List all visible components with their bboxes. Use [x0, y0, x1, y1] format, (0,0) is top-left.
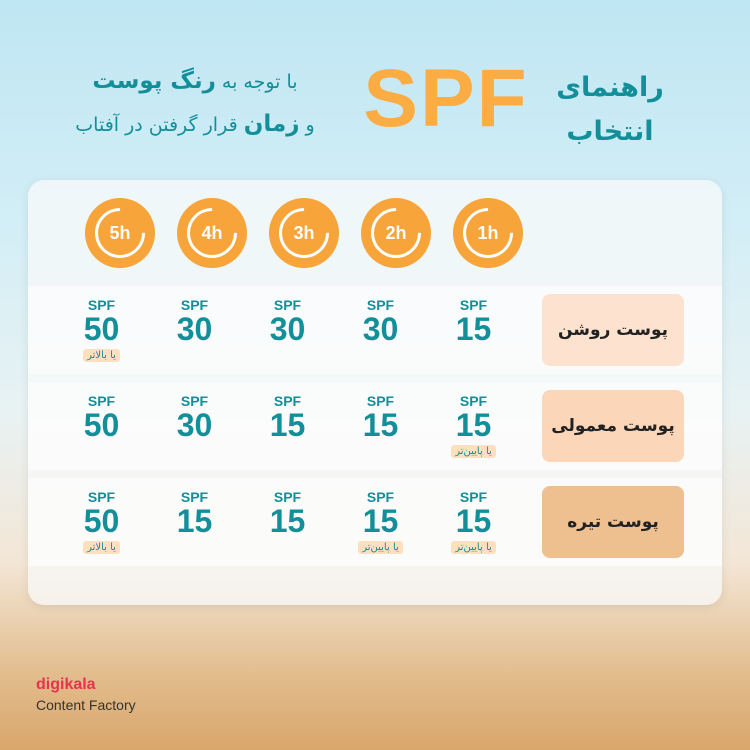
subtitle-text: و [305, 114, 315, 136]
spf-table: 1h 2h 3h 4h 5h پوست روشن SPF 15 SPF 30 SPF 30 SP… [28, 180, 722, 605]
spf-prefix: SPF [273, 297, 302, 313]
spf-value: 15 [362, 503, 399, 539]
hours-row: 1h 2h 3h 4h 5h [28, 198, 722, 268]
skin-type-label: پوست تیره [542, 486, 684, 558]
spf-value: 50 [83, 503, 120, 539]
hour-label: 5h [109, 222, 131, 243]
spf-prefix: SPF [459, 393, 488, 409]
skin-type-label: پوست معمولی [542, 390, 684, 462]
clock-icon: 1h [453, 198, 523, 268]
hour-label: 2h [385, 222, 407, 243]
clock-icon: 5h [85, 198, 155, 268]
spf-prefix: SPF [366, 489, 395, 505]
subtitle-text: قرار گرفتن در آفتاب [75, 114, 238, 136]
spf-cell: SPF 15 [241, 393, 334, 459]
spf-cell: SPF 15 یا پایین‌تر [334, 489, 427, 555]
spf-value: 30 [269, 311, 306, 347]
spf-prefix: SPF [459, 297, 488, 313]
spf-cell: SPF 15 [427, 297, 520, 363]
spf-prefix: SPF [87, 489, 116, 505]
spf-cell: SPF 15 [241, 489, 334, 555]
spf-value: 15 [455, 407, 492, 443]
spf-note: یا بالاتر [83, 349, 120, 362]
spf-heading: SPF [363, 53, 529, 144]
subtitle-bold: زمان [243, 111, 300, 137]
brand-logo: digikala Content Factory [36, 676, 136, 713]
table-row: پوست معمولی SPF 15 یا پایین‌تر SPF 15 SPF 15 S… [28, 382, 722, 470]
spf-prefix: SPF [459, 489, 488, 505]
spf-prefix: SPF [87, 393, 116, 409]
spf-cell: SPF 15 یا پایین‌تر [427, 489, 520, 555]
spf-cell: SPF 15 [148, 489, 241, 555]
clock-icon: 2h [361, 198, 431, 268]
subtitle: با توجه به رنگ پوست و زمان قرار گرفتن در… [60, 60, 330, 146]
spf-note: یا پایین‌تر [358, 541, 403, 554]
spf-cell: SPF 15 [334, 393, 427, 459]
spf-cell: SPF 15 یا پایین‌تر [427, 393, 520, 459]
spf-note: یا پایین‌تر [451, 445, 496, 458]
spf-prefix: SPF [366, 393, 395, 409]
spf-prefix: SPF [273, 393, 302, 409]
spf-prefix: SPF [273, 489, 302, 505]
hour-label: 3h [293, 222, 315, 243]
spf-cell: SPF 50 یا بالاتر [55, 297, 148, 363]
spf-value: 15 [269, 503, 306, 539]
hour-label: 4h [201, 222, 223, 243]
spf-value: 30 [362, 311, 399, 347]
spf-value: 15 [455, 503, 492, 539]
spf-value: 15 [455, 311, 492, 347]
spf-value: 15 [269, 407, 306, 443]
skin-type-label: پوست روشن [542, 294, 684, 366]
spf-prefix: SPF [366, 297, 395, 313]
spf-prefix: SPF [87, 297, 116, 313]
spf-prefix: SPF [180, 393, 209, 409]
subtitle-bold: رنگ پوست [92, 68, 216, 94]
table-row: پوست روشن SPF 15 SPF 30 SPF 30 SPF 30 SPF 50 یا… [28, 286, 722, 374]
spf-cell: SPF 30 [148, 297, 241, 363]
spf-value: 30 [176, 407, 213, 443]
page-title: راهنمای انتخاب [556, 72, 664, 147]
spf-prefix: SPF [180, 297, 209, 313]
spf-cell: SPF 30 [241, 297, 334, 363]
spf-cell: SPF 30 [148, 393, 241, 459]
spf-cell: SPF 50 یا بالاتر [55, 489, 148, 555]
brand-tagline: Content Factory [36, 697, 136, 713]
clock-icon: 3h [269, 198, 339, 268]
spf-cell: SPF 30 [334, 297, 427, 363]
table-row: پوست تیره SPF 15 یا پایین‌تر SPF 15 یا پایین‌ت… [28, 478, 722, 566]
spf-value: 50 [83, 407, 120, 443]
spf-note: یا پایین‌تر [451, 541, 496, 554]
subtitle-text: با توجه به [221, 71, 298, 93]
spf-value: 15 [176, 503, 213, 539]
clock-icon: 4h [177, 198, 247, 268]
spf-prefix: SPF [180, 489, 209, 505]
spf-note: یا بالاتر [83, 541, 120, 554]
brand-name: digikala [36, 676, 96, 693]
hour-label: 1h [477, 222, 499, 243]
spf-value: 50 [83, 311, 120, 347]
spf-value: 15 [362, 407, 399, 443]
spf-cell: SPF 50 [55, 393, 148, 459]
spf-value: 30 [176, 311, 213, 347]
